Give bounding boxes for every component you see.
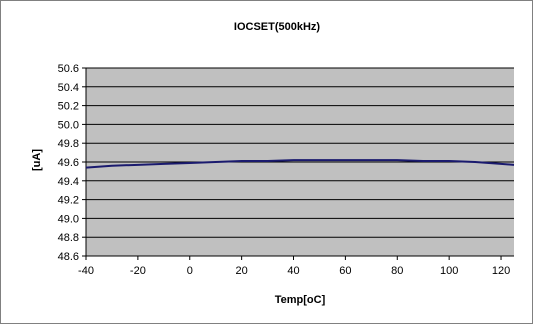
x-tick-label: 60 (339, 265, 351, 277)
y-tick-label: 50.0 (58, 119, 79, 131)
y-tick-label: 50.2 (58, 101, 79, 113)
x-tick-label: -40 (78, 265, 94, 277)
y-tick-label: 49.6 (58, 157, 79, 169)
y-axis-label: [uA] (31, 149, 43, 171)
y-tick-label: 49.0 (58, 213, 79, 225)
y-tick-label: 50.4 (58, 82, 79, 94)
y-tick-label: 50.6 (58, 63, 79, 75)
y-tick-labels: 48.6 48.8 49.0 49.2 49.4 49.6 49.8 50.0 50.2 50.4… (58, 63, 79, 263)
x-tick-label: 80 (391, 265, 403, 277)
y-tick-label: 49.4 (58, 176, 79, 188)
x-tick-label: 40 (287, 265, 299, 277)
axes (82, 67, 514, 260)
y-tick-label: 49.8 (58, 138, 79, 150)
series-line (85, 159, 515, 169)
y-tick-label: 49.2 (58, 195, 79, 207)
y-tick-label: 48.8 (58, 232, 79, 244)
gridlines (86, 67, 514, 257)
x-axis-label: Temp[oC] (275, 294, 326, 306)
x-tick-label: 0 (187, 265, 193, 277)
x-tick-label: 20 (236, 265, 248, 277)
series-group (85, 159, 515, 169)
x-tick-labels: -40 -20 0 20 40 60 80 100 120 (78, 265, 510, 277)
chart-title: IOCSET(500kHz) (234, 21, 321, 33)
x-tick-label: 100 (440, 265, 458, 277)
x-tick-label: -20 (130, 265, 146, 277)
x-tick-label: 120 (492, 265, 510, 277)
y-tick-label: 48.6 (58, 251, 79, 263)
